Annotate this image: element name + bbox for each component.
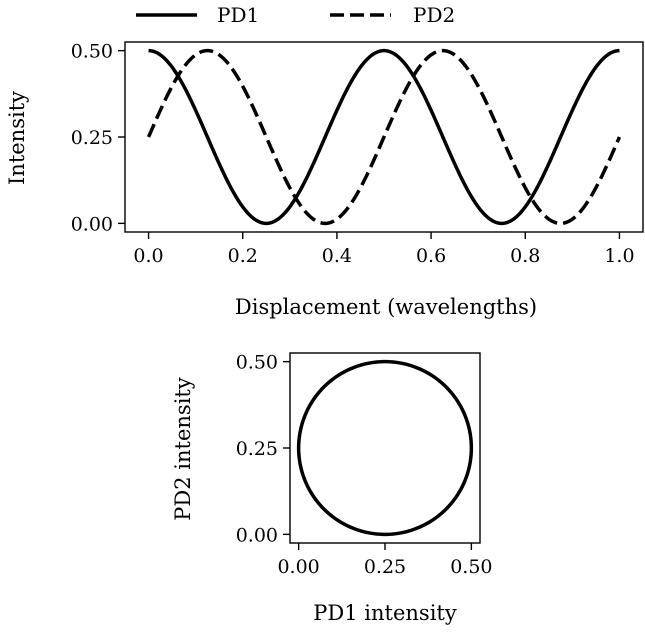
top-y-ticks: 0.00 0.25 0.50 xyxy=(71,41,125,235)
top-y-tick-label: 0.50 xyxy=(71,41,113,63)
top-x-tick-label: 0.6 xyxy=(416,245,446,267)
top-chart: 0.0 0.2 0.4 0.6 0.8 1.0 0.00 0.25 0.50 Displace… xyxy=(5,41,644,319)
bottom-x-ticks: 0.00 0.25 0.50 xyxy=(277,543,493,578)
top-y-axis-label: Intensity xyxy=(5,91,29,185)
top-x-axis-label: Displacement (wavelengths) xyxy=(235,295,537,319)
bottom-plot-frame xyxy=(289,352,481,544)
bottom-y-ticks: 0.00 0.25 0.50 xyxy=(236,352,290,546)
bottom-y-tick-label: 0.50 xyxy=(236,352,278,374)
legend: PD1 PD2 xyxy=(136,3,455,27)
bottom-x-tick-label: 0.50 xyxy=(450,556,492,578)
bottom-y-axis-label: PD2 intensity xyxy=(171,377,195,521)
top-x-tick-label: 0.0 xyxy=(133,245,163,267)
bottom-series-lines xyxy=(296,359,474,537)
bottom-x-tick-label: 0.25 xyxy=(364,556,406,578)
top-x-tick-label: 0.4 xyxy=(322,245,352,267)
top-x-tick-label: 0.8 xyxy=(510,245,540,267)
top-series-pd1-line xyxy=(148,48,620,226)
bottom-y-tick-label: 0.00 xyxy=(236,524,278,546)
bottom-chart: 0.00 0.25 0.50 0.000.250.50 PD1 intensity … xyxy=(171,352,493,625)
bottom-x-axis-label: PD1 intensity xyxy=(313,601,457,625)
top-series-pd2-line xyxy=(146,48,622,226)
top-y-tick-label: 0.00 xyxy=(71,213,113,235)
bottom-y-tick-label: 0.25 xyxy=(236,438,278,460)
bottom-x-tick-label: 0.00 xyxy=(277,556,319,578)
top-x-ticks: 0.0 0.2 0.4 0.6 0.8 1.0 xyxy=(133,232,635,267)
top-series-lines xyxy=(146,48,622,226)
top-y-tick-label: 0.25 xyxy=(71,127,113,149)
legend-label-pd1: PD1 xyxy=(217,3,259,27)
bottom-series-circle xyxy=(296,359,474,537)
top-x-tick-label: 1.0 xyxy=(604,245,634,267)
legend-label-pd2: PD2 xyxy=(413,3,455,27)
top-x-tick-label: 0.2 xyxy=(228,245,258,267)
